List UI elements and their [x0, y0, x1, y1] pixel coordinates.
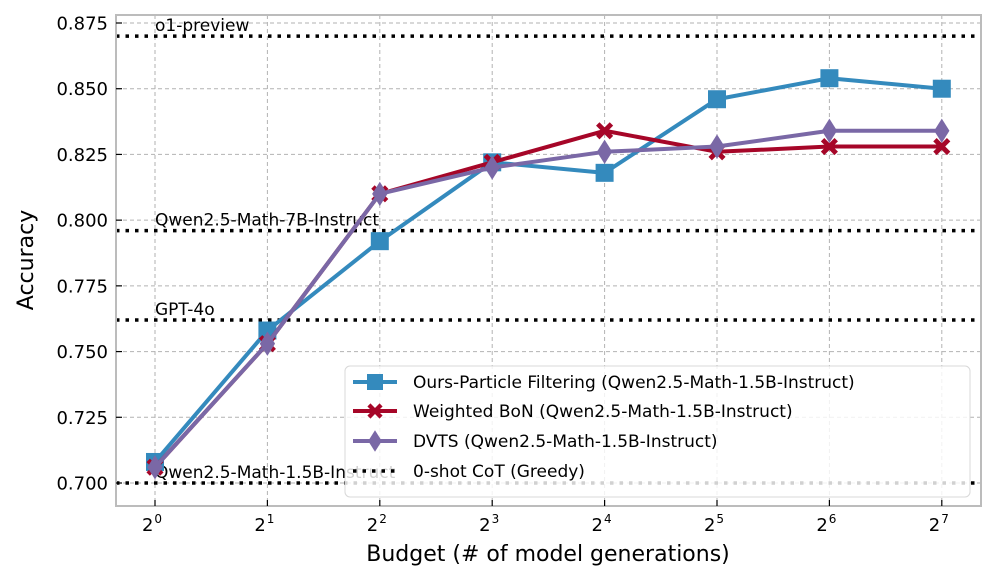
data-point	[820, 69, 839, 88]
legend-marker	[367, 374, 383, 390]
legend-label: Ours-Particle Filtering (Qwen2.5-Math-1.…	[413, 373, 855, 393]
x-tick-label: 24	[592, 512, 612, 536]
x-tick-label: 21	[254, 512, 274, 536]
data-point	[596, 139, 613, 164]
legend-entry: Weighted BoN (Qwen2.5-Math-1.5B-Instruct…	[353, 402, 793, 422]
legend-label: Weighted BoN (Qwen2.5-Math-1.5B-Instruct…	[413, 402, 793, 422]
data-point	[821, 118, 838, 143]
series-dvts	[147, 118, 950, 480]
x-tick-label: 25	[704, 512, 724, 536]
data-point	[709, 134, 725, 159]
x-tick-label: 22	[367, 512, 387, 536]
data-point	[933, 137, 951, 156]
data-point	[147, 455, 163, 480]
data-point	[372, 181, 388, 207]
data-point	[596, 122, 614, 140]
y-tick-label: 0.750	[56, 342, 108, 363]
y-tick-label: 0.875	[56, 14, 108, 35]
data-point	[708, 90, 726, 109]
x-tick-label: 20	[142, 512, 162, 536]
y-axis-label: Accuracy	[14, 210, 39, 310]
y-tick-label: 0.725	[56, 408, 108, 429]
legend-box	[344, 365, 971, 498]
reference-label: o1-preview	[155, 16, 249, 36]
legend-entry: Ours-Particle Filtering (Qwen2.5-Math-1.…	[353, 373, 855, 393]
reference-lines: o1-preview Qwen2.5-Math-7B-Instruct GPT-4o…	[116, 16, 981, 485]
x-tick-label: 26	[816, 512, 836, 536]
plot-frame	[115, 14, 982, 507]
data-point	[934, 118, 950, 143]
legend-marker	[368, 430, 382, 452]
y-tick-label: 0.700	[56, 474, 108, 495]
data-point	[484, 155, 500, 180]
series-line	[153, 128, 942, 469]
y-tick-label: 0.825	[56, 145, 108, 166]
legend: Ours-Particle Filtering (Qwen2.5-Math-1.…	[344, 365, 971, 498]
data-point	[370, 232, 389, 251]
data-point	[932, 79, 951, 98]
data-point	[259, 331, 276, 356]
axes-frame	[115, 14, 982, 507]
legend-entry: 0-shot CoT (Greedy)	[353, 462, 585, 482]
y-tick-label: 0.850	[56, 79, 108, 100]
reference-label: Qwen2.5-Math-1.5B-Instruct	[155, 463, 396, 483]
data-point	[595, 163, 614, 182]
legend-marker	[367, 403, 383, 419]
reference-label: GPT-4o	[155, 300, 215, 320]
y-tick-label: 0.800	[56, 211, 108, 232]
reference-label: Qwen2.5-Math-7B-Instruct	[155, 211, 379, 231]
x-tick-label: 23	[479, 512, 499, 536]
legend-entry: DVTS (Qwen2.5-Math-1.5B-Instruct)	[353, 430, 718, 452]
x-tick-label: 27	[929, 512, 949, 536]
data-point	[820, 137, 838, 156]
ticks: 0.700 0.725 0.750 0.775 0.800 0.825 0.850 0.875…	[56, 14, 948, 537]
legend-label: 0-shot CoT (Greedy)	[413, 462, 585, 482]
series	[146, 69, 951, 480]
y-tick-label: 0.775	[56, 276, 108, 297]
x-axis-label: Budget (# of model generations)	[366, 542, 730, 567]
legend-label: DVTS (Qwen2.5-Math-1.5B-Instruct)	[413, 432, 718, 452]
